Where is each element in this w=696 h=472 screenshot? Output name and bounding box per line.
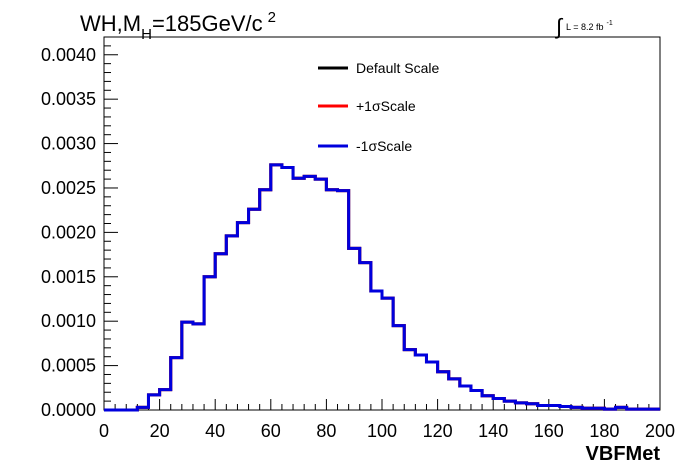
y-tick-label: 0.0035 (41, 89, 96, 109)
legend-label-minus: -1σScale (356, 138, 412, 154)
integral-symbol: ∫ (554, 14, 564, 39)
luminosity-superscript: -1 (606, 20, 612, 27)
series-layer (104, 163, 660, 412)
x-axis: 0 20 40 60 80 100 120 140 160 180 200 (99, 399, 675, 441)
x-tick-label: 40 (205, 421, 225, 441)
title-subscript: H (141, 26, 152, 43)
title-rest: =185GeV/c (152, 11, 263, 36)
series-line-2 (104, 163, 660, 412)
x-tick-label: 100 (367, 421, 397, 441)
title-main: WH,M (80, 11, 141, 36)
y-axis: 0.0000 0.0005 0.0010 0.0015 0.0020 0.0025 0.00… (41, 36, 118, 420)
x-tick-label: 180 (589, 421, 619, 441)
y-tick-label: 0.0010 (41, 311, 96, 331)
y-tick-label: 0.0030 (41, 134, 96, 154)
plot-frame (103, 36, 661, 411)
y-tick-label: 0.0000 (41, 400, 96, 420)
y-tick-label: 0.0020 (41, 222, 96, 242)
legend-label-plus: +1σScale (356, 98, 416, 114)
x-tick-label: 140 (478, 421, 508, 441)
x-tick-label: 20 (150, 421, 170, 441)
legend-label-default: Default Scale (356, 60, 439, 76)
x-tick-label: 80 (316, 421, 336, 441)
series-line-0 (104, 163, 660, 412)
luminosity-label: ∫ L = 8.2 fb -1 (554, 14, 613, 39)
series-line-1 (104, 163, 660, 412)
luminosity-text: L = 8.2 fb (566, 22, 603, 32)
x-tick-label: 200 (645, 421, 675, 441)
chart-title: WH,MH=185GeV/c 2 (80, 9, 276, 43)
y-tick-label: 0.0025 (41, 178, 96, 198)
y-tick-label: 0.0005 (41, 356, 96, 376)
legend: Default Scale +1σScale -1σScale (318, 60, 439, 154)
y-tick-label: 0.0040 (41, 45, 96, 65)
title-superscript: 2 (268, 9, 276, 26)
x-tick-label: 60 (261, 421, 281, 441)
x-axis-title: VBFMet (586, 443, 661, 465)
x-tick-label: 160 (534, 421, 564, 441)
y-tick-label: 0.0015 (41, 267, 96, 287)
x-tick-label: 120 (423, 421, 453, 441)
x-tick-label: 0 (99, 421, 109, 441)
